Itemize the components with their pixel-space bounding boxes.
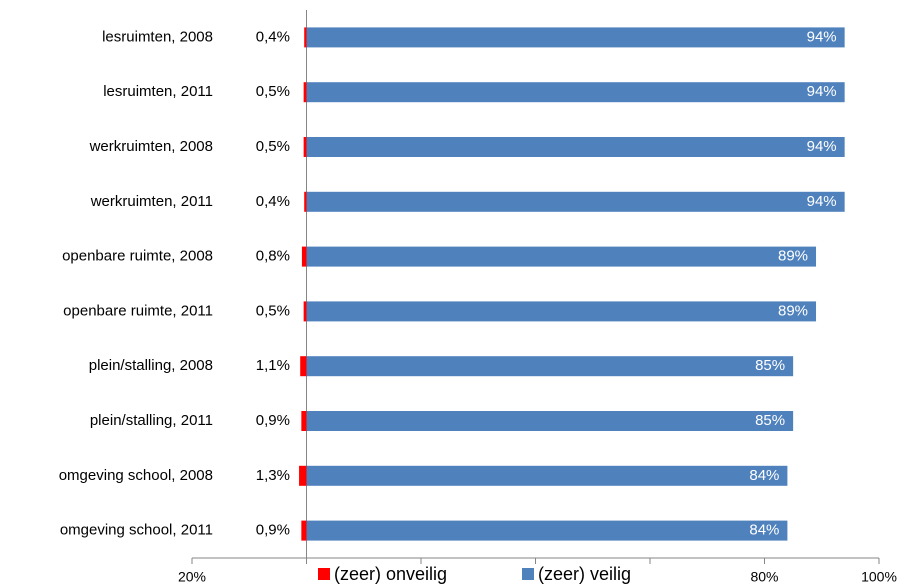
value-label: 85% — [755, 412, 785, 429]
x-tick-label: 100% — [861, 569, 897, 585]
bar — [306, 465, 788, 486]
value-label: 0,9% — [256, 522, 290, 539]
value-label: 1,1% — [256, 357, 290, 374]
bar — [306, 246, 817, 267]
bar — [304, 27, 307, 48]
bar — [303, 137, 307, 157]
bar — [301, 411, 307, 431]
bar — [306, 191, 845, 212]
category-label: openbare ruimte, 2008 — [62, 248, 213, 265]
bar — [303, 82, 307, 103]
x-tick-label: 20% — [178, 569, 206, 585]
category-label: omgeving school, 2011 — [60, 522, 213, 539]
value-label: 0,5% — [256, 83, 290, 100]
bar — [301, 246, 307, 267]
value-label: 89% — [778, 248, 808, 265]
value-label: 0,9% — [256, 412, 290, 429]
value-label: 0,4% — [256, 28, 290, 45]
value-label: 89% — [778, 302, 808, 319]
value-label: 94% — [807, 28, 837, 45]
category-label: plein/stalling, 2011 — [90, 412, 213, 429]
bar — [306, 520, 788, 541]
bar — [303, 301, 307, 322]
category-label: lesruimten, 2011 — [103, 83, 213, 100]
category-label: werkruimten, 2008 — [89, 138, 213, 155]
legend-swatch — [522, 568, 534, 580]
value-label: 84% — [749, 522, 779, 539]
bar — [299, 465, 307, 486]
value-label: 94% — [807, 138, 837, 155]
bar — [301, 520, 307, 541]
bar — [306, 27, 845, 48]
value-label: 0,8% — [256, 248, 290, 265]
category-label: plein/stalling, 2008 — [89, 357, 213, 374]
bar — [306, 301, 817, 322]
value-label: 0,4% — [256, 193, 290, 210]
value-label: 85% — [755, 357, 785, 374]
category-label: omgeving school, 2008 — [59, 467, 213, 484]
legend-label: (zeer) veilig — [538, 564, 631, 584]
bar — [304, 191, 307, 212]
category-label: werkruimten, 2011 — [90, 193, 213, 210]
value-label: 1,3% — [256, 467, 290, 484]
bar — [306, 411, 794, 431]
bar — [306, 356, 794, 377]
bar — [300, 356, 307, 377]
value-label: 94% — [807, 193, 837, 210]
legend-label: (zeer) onveilig — [334, 564, 447, 584]
category-label: openbare ruimte, 2011 — [63, 302, 213, 319]
value-label: 0,5% — [256, 138, 290, 155]
value-label: 84% — [749, 467, 779, 484]
legend-swatch — [318, 568, 330, 580]
bar — [306, 82, 845, 103]
value-label: 94% — [807, 83, 837, 100]
value-label: 0,5% — [256, 302, 290, 319]
category-label: lesruimten, 2008 — [102, 28, 213, 45]
bar — [306, 137, 845, 157]
x-tick-label: 80% — [750, 569, 778, 585]
